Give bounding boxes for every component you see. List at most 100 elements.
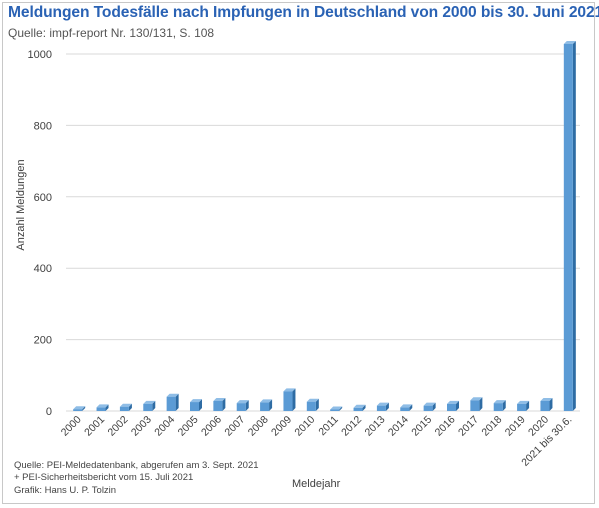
- bar-side: [152, 400, 156, 411]
- bar-side: [362, 404, 366, 411]
- bar-front: [119, 406, 129, 411]
- bar-2017: [470, 397, 483, 411]
- x-tick-label: 2001: [82, 414, 107, 439]
- x-tick-label: 2002: [106, 414, 131, 439]
- x-tick-label: 2011: [316, 414, 341, 439]
- bar-2005: [190, 399, 202, 411]
- bar-2003: [143, 400, 156, 411]
- x-tick-label: 2006: [199, 414, 224, 439]
- gridlines: [66, 53, 580, 412]
- bar-front: [353, 407, 363, 411]
- bar-front: [73, 409, 83, 411]
- bar-top: [353, 404, 366, 408]
- bar-2007: [236, 400, 249, 411]
- footnote-report: + PEI-Sicherheitsbericht vom 15. Juli 20…: [14, 472, 194, 483]
- bar-2020: [540, 398, 553, 411]
- x-tick-label: 2018: [479, 414, 504, 439]
- bar-side: [456, 400, 459, 411]
- bar-top: [143, 400, 156, 404]
- bar-side: [526, 400, 530, 411]
- bar-top: [166, 393, 179, 397]
- bar-top: [423, 402, 436, 406]
- bar-front: [213, 401, 223, 411]
- bar-side: [269, 399, 273, 411]
- bar-side: [128, 403, 132, 411]
- bar-front: [236, 403, 246, 411]
- x-tick-label: 2008: [246, 414, 271, 439]
- bar-side: [409, 404, 413, 411]
- bar-side: [385, 402, 389, 411]
- y-axis-title: Anzahl Meldungen: [15, 159, 27, 250]
- footnote-author: Grafik: Hans U. P. Tolzin: [14, 485, 117, 496]
- bar-front: [540, 401, 550, 411]
- bar-front: [563, 44, 573, 412]
- bar-front: [166, 396, 176, 411]
- bar-2021 bis 30.6.: [563, 41, 576, 412]
- x-tick-label: 2005: [176, 414, 201, 439]
- y-tick-label: 200: [34, 335, 52, 347]
- bar-top: [376, 402, 389, 406]
- bar-2001: [96, 404, 109, 411]
- bar-front: [143, 403, 153, 411]
- bar-2019: [517, 400, 530, 411]
- x-axis-title: Meldejahr: [292, 478, 341, 490]
- bar-side: [572, 41, 576, 412]
- bar-top: [470, 397, 483, 401]
- bar-2004: [166, 393, 179, 411]
- y-tick-label: 0: [46, 406, 52, 418]
- bar-side: [199, 399, 202, 411]
- bar-front: [470, 400, 480, 411]
- bar-2011: [330, 406, 343, 411]
- bar-side: [82, 406, 86, 411]
- bar-top: [540, 398, 553, 402]
- x-tick-label: 2015: [409, 414, 434, 439]
- bar-front: [423, 405, 433, 411]
- chart-subtitle: Quelle: impf-report Nr. 130/131, S. 108: [8, 26, 215, 40]
- bar-2016: [447, 400, 459, 411]
- x-tick-label: 2017: [456, 414, 481, 439]
- bar-top: [190, 399, 202, 403]
- x-tick-label: 2000: [59, 414, 84, 439]
- bar-2006: [213, 398, 226, 411]
- bar-front: [283, 391, 293, 411]
- bar-top: [306, 398, 319, 402]
- x-tick-label: 2013: [363, 414, 388, 439]
- bar-top: [330, 406, 343, 410]
- bar-side: [502, 400, 506, 411]
- chart-title: Meldungen Todesfälle nach Impfungen in D…: [8, 4, 599, 21]
- x-tick-label: 2010: [292, 414, 317, 439]
- bar-front: [330, 409, 340, 411]
- bar-side: [245, 400, 249, 411]
- y-tick-label: 800: [34, 120, 52, 132]
- x-tick-label: 2014: [386, 414, 411, 439]
- bar-side: [315, 398, 319, 411]
- bar-front: [447, 403, 456, 411]
- bar-top: [563, 41, 576, 45]
- y-tick-labels: 0 200 400 600 800 1000: [28, 49, 52, 418]
- bar-2013: [376, 402, 389, 411]
- x-tick-label: 2019: [503, 414, 528, 439]
- x-tick-label: 2003: [129, 414, 154, 439]
- bar-side: [222, 398, 226, 411]
- bar-2000: [73, 406, 86, 411]
- bar-side: [339, 406, 343, 411]
- bar-2014: [400, 404, 413, 411]
- y-tick-label: 600: [34, 192, 52, 204]
- chart-frame: [2, 2, 595, 504]
- bar-side: [479, 397, 483, 411]
- bar-2012: [353, 404, 366, 411]
- bar-front: [260, 402, 270, 411]
- bar-top: [493, 400, 506, 404]
- bar-top: [236, 400, 249, 404]
- bar-2002: [119, 403, 132, 411]
- bar-front: [96, 407, 106, 411]
- y-tick-label: 1000: [28, 49, 52, 61]
- bar-side: [105, 404, 109, 411]
- bar-top: [213, 398, 226, 402]
- bar-side: [549, 398, 553, 411]
- bar-front: [493, 403, 503, 411]
- bar-2008: [260, 399, 273, 411]
- y-tick-label: 400: [34, 263, 52, 275]
- bars: [73, 41, 576, 412]
